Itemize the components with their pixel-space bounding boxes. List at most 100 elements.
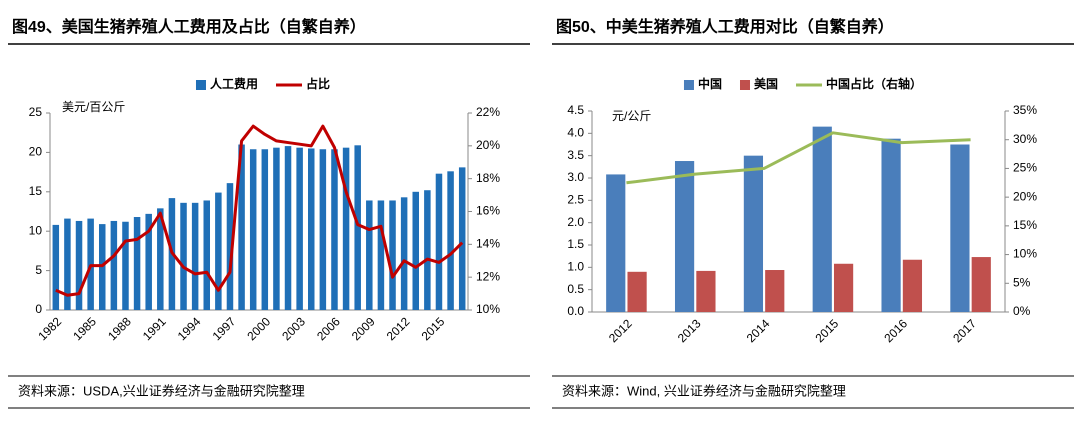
x-tick-label: 2017 bbox=[950, 316, 979, 345]
x-tick-label: 2015 bbox=[419, 314, 448, 343]
y-tick-label: 0.0 bbox=[567, 304, 584, 318]
y2-tick-label: 20% bbox=[476, 138, 500, 152]
bar bbox=[971, 257, 991, 312]
y-tick-label: 4.0 bbox=[567, 126, 584, 140]
y2-tick-label: 22% bbox=[476, 105, 500, 119]
bar bbox=[696, 270, 716, 312]
y2-tick-label: 10% bbox=[1013, 247, 1037, 261]
bar bbox=[133, 217, 141, 310]
bar bbox=[331, 149, 338, 310]
y2-tick-label: 16% bbox=[476, 204, 500, 218]
y-axis-unit: 美元/百公斤 bbox=[62, 100, 125, 114]
bar bbox=[284, 146, 292, 310]
y-tick-label: 5 bbox=[35, 263, 42, 277]
x-tick-label: 2003 bbox=[279, 314, 308, 343]
bar bbox=[833, 263, 854, 312]
source-note: 资料来源：USDA,兴业证券经济与金融研究院整理 bbox=[18, 383, 305, 398]
bar bbox=[881, 138, 901, 312]
bar bbox=[812, 126, 832, 312]
bar bbox=[366, 200, 373, 310]
x-tick-label: 2000 bbox=[244, 314, 273, 343]
bar bbox=[950, 144, 970, 312]
y2-tick-label: 0% bbox=[1013, 304, 1031, 318]
x-tick-label: 1994 bbox=[175, 314, 204, 343]
x-tick-label: 2015 bbox=[812, 316, 841, 345]
bar bbox=[238, 144, 245, 310]
line-series bbox=[55, 124, 464, 297]
bar bbox=[389, 200, 396, 310]
legend-swatch bbox=[195, 80, 206, 90]
y2-tick-label: 25% bbox=[1013, 161, 1037, 175]
bar bbox=[354, 145, 361, 310]
x-tick-label: 2013 bbox=[675, 316, 704, 345]
bar bbox=[75, 220, 83, 310]
chart-title: 图50、中美生猪养殖人工费用对比（自繁自养） bbox=[556, 17, 894, 36]
y-tick-label: 20 bbox=[29, 145, 43, 159]
y2-tick-label: 15% bbox=[1013, 218, 1037, 232]
x-tick-label: 1985 bbox=[70, 314, 99, 343]
bar bbox=[226, 183, 234, 310]
bar bbox=[296, 147, 303, 310]
y-tick-label: 1.5 bbox=[567, 237, 584, 251]
bar bbox=[180, 202, 187, 310]
x-tick-label: 2012 bbox=[384, 314, 413, 343]
y2-tick-label: 30% bbox=[1013, 132, 1037, 146]
bar bbox=[52, 224, 60, 310]
bar bbox=[902, 259, 923, 312]
bar bbox=[400, 197, 408, 310]
bar bbox=[412, 191, 420, 310]
x-tick-label: 2012 bbox=[606, 316, 635, 345]
bar bbox=[435, 173, 443, 310]
bar bbox=[203, 200, 211, 310]
source-note: 资料来源：Wind, 兴业证券经济与金融研究院整理 bbox=[562, 383, 846, 398]
bar bbox=[319, 149, 327, 310]
y-tick-label: 4.5 bbox=[567, 103, 584, 117]
x-tick-label: 2014 bbox=[744, 316, 773, 345]
x-tick-label: 2009 bbox=[349, 314, 378, 343]
legend-label: 占比 bbox=[306, 76, 330, 91]
x-tick-label: 1997 bbox=[210, 314, 239, 343]
bar bbox=[765, 270, 785, 312]
y-tick-label: 1.0 bbox=[567, 260, 584, 274]
bar bbox=[447, 171, 454, 310]
legend-label: 美国 bbox=[754, 76, 778, 91]
bar bbox=[145, 213, 152, 310]
y-tick-label: 25 bbox=[29, 105, 43, 119]
bar bbox=[743, 155, 764, 312]
legend-swatch bbox=[683, 80, 694, 90]
x-tick-label: 1988 bbox=[105, 314, 134, 343]
bar bbox=[191, 202, 199, 310]
bar bbox=[249, 149, 257, 310]
bar bbox=[215, 192, 222, 310]
bar bbox=[627, 271, 647, 312]
legend-swatch bbox=[739, 80, 750, 90]
chart-title: 图49、美国生猪养殖人工费用及占比（自繁自养） bbox=[12, 17, 366, 36]
bar bbox=[674, 161, 695, 312]
y-tick-label: 2.5 bbox=[567, 193, 584, 207]
line-series bbox=[626, 131, 971, 185]
bar bbox=[273, 147, 280, 310]
y-tick-label: 3.5 bbox=[567, 148, 584, 162]
y-tick-label: 10 bbox=[29, 223, 43, 237]
y2-tick-label: 12% bbox=[476, 269, 500, 283]
y2-tick-label: 35% bbox=[1013, 103, 1037, 117]
bar bbox=[424, 190, 431, 310]
bar bbox=[342, 147, 350, 310]
bar bbox=[64, 218, 71, 310]
x-tick-label: 1982 bbox=[35, 314, 64, 343]
y-tick-label: 3.0 bbox=[567, 170, 584, 184]
bar bbox=[157, 208, 164, 310]
legend-label: 中国 bbox=[698, 76, 722, 91]
y-tick-label: 15 bbox=[29, 184, 43, 198]
bar bbox=[307, 148, 315, 310]
x-tick-label: 1991 bbox=[140, 314, 169, 343]
y-axis-unit: 元/公斤 bbox=[612, 109, 651, 123]
legend-label: 中国占比（右轴） bbox=[826, 76, 922, 91]
bar bbox=[377, 200, 385, 310]
y2-tick-label: 14% bbox=[476, 237, 500, 251]
y2-tick-label: 18% bbox=[476, 171, 500, 185]
y2-tick-label: 5% bbox=[1013, 275, 1031, 289]
y-tick-label: 0.5 bbox=[567, 282, 584, 296]
bar bbox=[110, 220, 118, 310]
